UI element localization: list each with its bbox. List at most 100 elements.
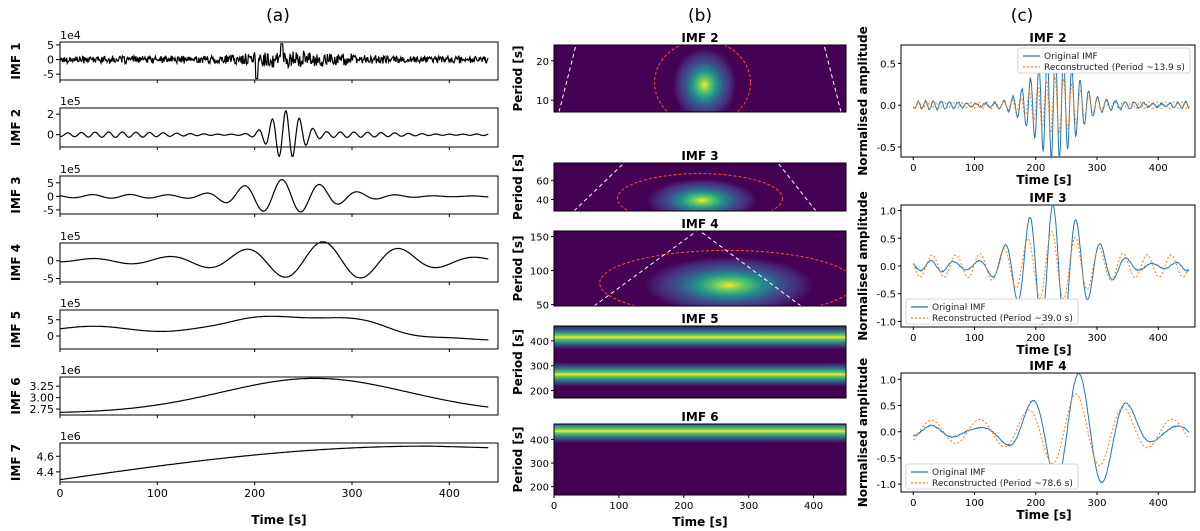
series-line-imf-7 [59,445,489,481]
axes-frame [553,325,847,399]
cone-of-influence-left [573,163,625,211]
scale-label: 1e5 [60,230,81,243]
column-title-b: (b) [688,6,712,26]
y-tick-label: 200 [530,483,549,494]
x-tick-label: 100 [965,333,984,344]
y-axis-label: Period [s] [511,154,525,220]
scale-label: 1e6 [60,364,81,377]
power-band [554,362,846,387]
x-tick-label: 200 [1026,333,1045,344]
y-tick-label: -5 [43,68,54,81]
panel-a-row-3: 50-5 1e5 IMF 3 [9,163,499,217]
heatmap-area [554,163,846,211]
y-tick-label: -0.5 [876,290,896,301]
y-axis-label: IMF 2 [9,109,23,146]
axes-frame [553,230,847,307]
x-tick-label: 200 [674,501,693,512]
x-tick-label: 300 [739,501,758,512]
axes-frame [59,242,499,283]
y-tick-label: 4.4 [37,466,55,479]
cone-of-influence-right [823,45,842,112]
scale-label: 1e5 [60,95,81,108]
x-tick-label: 100 [965,498,984,509]
panel-a-row-5: 5 0 1e5 IMF 5 [9,297,499,352]
panel-c: IMF 2 0.5 0.0 -0.5 0 100 200 300 400 Time [s] Norm… [856,26,1196,522]
axes-frame [59,442,499,483]
power-peak [672,47,737,112]
y-axis-label: IMF 1 [9,42,23,79]
y-tick-label: 0 [47,129,54,142]
panel-b-row-1: IMF 2 20 10 Period [s] [511,31,847,113]
panel-title: IMF 3 [1029,191,1066,205]
y-tick-label: 0.0 [880,101,896,112]
x-axis-label: Time [s] [1016,508,1071,522]
scale-label: 1e4 [60,29,81,42]
power-band [554,424,846,444]
panel-b-row-2: IMF 3 60 40 Period [s] [511,149,847,220]
axes-frame [59,107,499,148]
y-tick-label: 4.6 [37,450,55,463]
axes-frame [553,162,847,212]
x-axis-label: Time [s] [672,515,727,529]
y-axis-label: Normalised amplitude [856,191,870,341]
series-line-imf-3 [59,178,489,213]
x-tick-label: 300 [1087,163,1106,174]
x-tick-label: 0 [910,163,916,174]
x-tick-label: 400 [1149,163,1168,174]
panel-c-row-2: IMF 3 1.0 0.5 0.0 -0.5 -1.0 0 100 200 300 400 Time … [856,191,1196,357]
x-tick-label: 200 [1026,163,1045,174]
axes-frame [553,423,847,496]
x-axis-label: Time [s] [251,513,306,527]
x-tick-label: 300 [1087,333,1106,344]
y-axis-label: Period [s] [511,329,525,395]
x-axis-label: Time [s] [1016,343,1071,357]
y-tick-label: 100 [530,267,549,278]
x-tick-label: 400 [1149,333,1168,344]
legend-box [905,298,1079,325]
reconstructed-line [912,231,1190,300]
reconstructed-line [912,76,1190,135]
y-axis-label: IMF 6 [9,377,23,414]
x-axis-label: Time [s] [1016,173,1071,187]
y-axis-label: Period [s] [511,45,525,111]
x-tick-label: 300 [1087,498,1106,509]
significance-contour [616,173,783,211]
heatmap-area [554,424,846,495]
series-line-imf-2 [59,109,489,158]
cone-of-influence-left [558,45,577,112]
y-tick-label: -0.5 [876,143,896,154]
panel-title: IMF 2 [681,31,718,45]
power-peak [646,178,757,211]
legend-label-original: Original IMF [1044,52,1098,62]
y-axis-label: Period [s] [511,426,525,492]
x-tick-label: 0 [551,501,557,512]
scale-label: 1e6 [60,430,81,443]
x-tick-label: 200 [244,487,265,500]
legend-label-original: Original IMF [932,303,986,313]
axes-frame [553,44,847,113]
significance-contour [654,45,752,112]
panel-b-row-3: IMF 4 150 100 50 Period [s] [511,217,847,312]
y-tick-label: 200 [530,387,549,398]
y-axis-label: Normalised amplitude [856,26,870,176]
y-axis-label: IMF 3 [9,176,23,213]
y-axis-label: Normalised amplitude [856,358,870,508]
original-imf-line [912,51,1190,159]
series-line-imf-5 [59,315,489,341]
x-tick-label: 400 [1149,498,1168,509]
y-tick-label: 2 [47,108,54,121]
y-tick-label: -5 [43,272,54,285]
y-tick-label: 0 [47,190,54,203]
series-line-imf-6 [59,377,489,413]
panel-title: IMF 4 [1029,359,1066,373]
scale-label: 1e5 [60,163,81,176]
legend-label-reconstructed: Reconstructed (Period ~78.6 s) [932,479,1073,489]
legend-label-original: Original IMF [932,468,986,478]
x-tick-label: 200 [1026,498,1045,509]
y-tick-label: 300 [530,459,549,470]
x-tick-label: 400 [804,501,823,512]
x-tick-label: 100 [147,487,168,500]
significance-contour [599,249,846,306]
